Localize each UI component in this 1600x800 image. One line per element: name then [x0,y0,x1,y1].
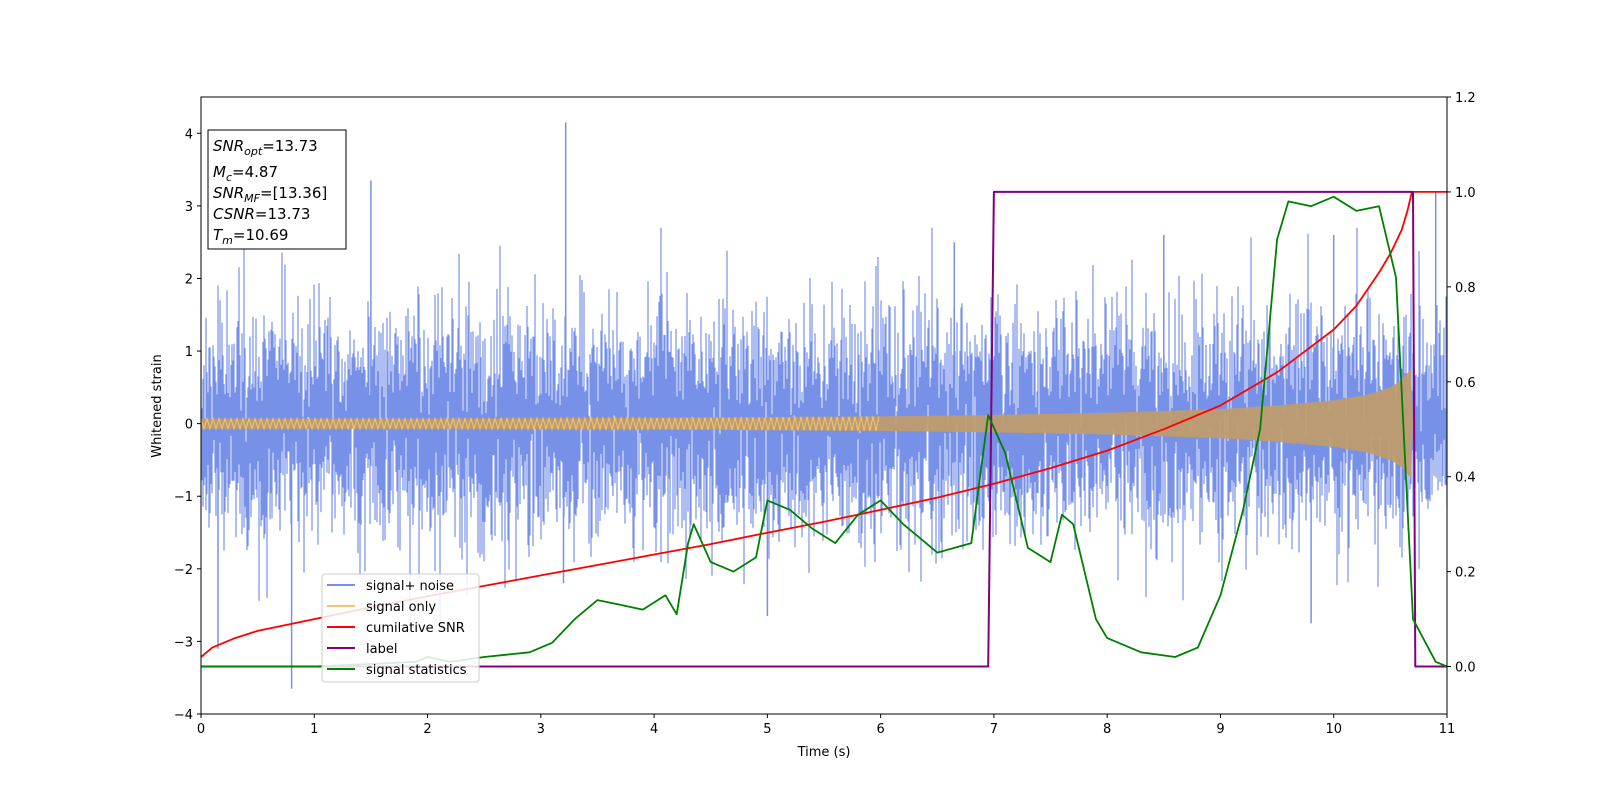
x-tick-label: 9 [1216,722,1224,737]
info-mc: Mc=4.87 [213,163,278,184]
y2-tick-label: 1.0 [1455,186,1476,201]
y2-tick-label: 0.2 [1455,566,1476,581]
svg-text:signal statistics: signal statistics [366,663,467,678]
y2-tick-label: 0.8 [1455,281,1476,296]
info-snr-mf: SNRMF=[13.36] [213,184,327,205]
legend-item-label: label [327,642,397,657]
svg-text:signal+ noise: signal+ noise [366,579,454,594]
y-tick-label: −4 [174,708,193,723]
x-axis-label: Time (s) [797,745,851,760]
x-tick-label: 11 [1439,722,1456,737]
svg-text:label: label [366,642,397,657]
y-tick-label: 2 [185,272,193,287]
x-tick-label: 10 [1325,722,1342,737]
x-tick-label: 6 [876,722,884,737]
y-tick-label: 3 [185,200,193,215]
info-box: SNRopt=13.73 Mc=4.87 SNRMF=[13.36] CSNR=… [207,129,347,250]
svg-text:cumilative SNR: cumilative SNR [366,621,465,636]
series-label [201,190,1447,668]
y2-tick-label: 1.2 [1455,91,1476,106]
y-tick-label: −1 [174,490,193,505]
x-tick-label: 7 [990,722,998,737]
y-tick-label: 1 [185,345,193,360]
info-csnr: CSNR=13.73 [213,205,310,223]
signal-only-trace [201,415,880,432]
x-tick-label: 4 [650,722,658,737]
y-axis-label: Whitened strain [150,354,165,457]
legend-item-cumulative-snr: cumilative SNR [327,621,465,636]
info-tm: Tm=10.69 [213,226,288,247]
signal-statistics-line [201,195,1447,668]
y2-tick-label: 0.4 [1455,471,1476,486]
y-tick-label: −3 [174,635,193,650]
x-tick-label: 0 [197,722,205,737]
y-tick-label: −2 [174,563,193,578]
x-tick-label: 5 [763,722,771,737]
y-tick-label: 0 [185,418,193,433]
legend-item-signal-statistics: signal statistics [327,663,467,678]
x-tick-label: 3 [537,722,545,737]
y-axis-left: −4 −3 −2 −1 0 1 2 3 4 [174,127,201,723]
x-tick-label: 1 [310,722,318,737]
y2-tick-label: 0.0 [1455,661,1476,676]
info-snr-opt: SNRopt=13.73 [213,137,318,158]
x-tick-label: 2 [423,722,431,737]
label-line [201,190,1447,668]
y-tick-label: 4 [185,127,193,142]
x-tick-label: 8 [1103,722,1111,737]
legend: signal+ noise signal only cumilative SNR… [321,573,480,683]
y2-tick-label: 0.6 [1455,376,1476,391]
series-signal-only [201,369,1447,478]
svg-text:signal only: signal only [366,600,436,615]
legend-item-signal-noise: signal+ noise [327,579,454,594]
x-axis: 0 1 2 3 4 5 6 7 8 9 10 11 [197,714,1455,737]
legend-item-signal-only: signal only [327,600,436,615]
y-axis-right: 0.0 0.2 0.4 0.6 0.8 1.0 1.2 [1447,91,1476,676]
plot-frame [200,96,1448,715]
series-signal-statistics [201,195,1447,668]
